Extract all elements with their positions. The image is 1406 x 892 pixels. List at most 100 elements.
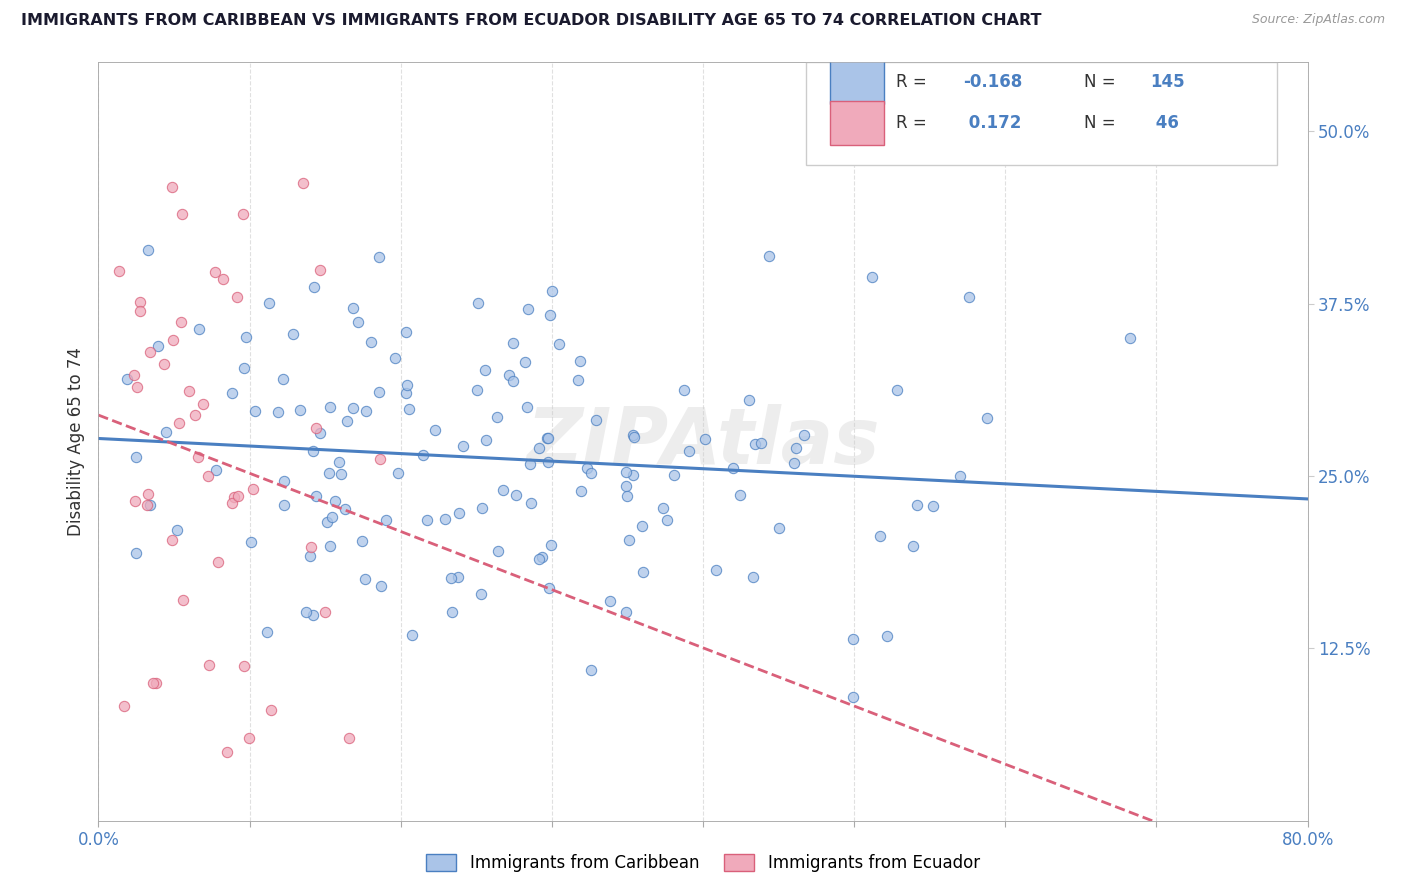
Point <box>447 570 470 584</box>
Point <box>259 703 281 717</box>
Point <box>527 442 550 456</box>
Point <box>395 385 418 400</box>
Point <box>581 663 603 677</box>
Point <box>314 605 336 619</box>
Point <box>742 570 765 584</box>
Point <box>905 498 928 512</box>
FancyBboxPatch shape <box>806 62 1278 165</box>
Point <box>299 549 322 564</box>
Point <box>793 428 815 442</box>
Point <box>271 372 294 386</box>
Point <box>302 280 325 294</box>
Point <box>212 271 235 285</box>
Text: R =: R = <box>897 114 932 132</box>
Point <box>136 487 159 501</box>
Point <box>384 351 406 366</box>
Point <box>540 538 562 552</box>
Point <box>440 605 463 619</box>
Point <box>267 405 290 419</box>
Point <box>633 565 655 579</box>
Point <box>614 479 637 493</box>
Point <box>599 594 621 608</box>
Point <box>738 393 761 408</box>
Point <box>412 448 434 462</box>
Point <box>233 659 256 673</box>
Point <box>519 457 541 471</box>
Point <box>301 443 323 458</box>
Point <box>375 513 398 527</box>
Point <box>395 325 418 339</box>
Point <box>387 467 409 481</box>
Point <box>529 551 551 566</box>
Point <box>498 368 520 382</box>
Point <box>232 207 254 221</box>
Point <box>517 302 540 317</box>
Point <box>467 295 489 310</box>
Point <box>197 468 219 483</box>
Point <box>145 675 167 690</box>
Point <box>124 494 146 508</box>
Point <box>354 572 377 586</box>
Point <box>579 467 602 481</box>
Point <box>398 401 420 416</box>
Text: R =: R = <box>897 73 932 91</box>
Point <box>869 529 891 543</box>
Point <box>184 409 207 423</box>
Point <box>434 512 457 526</box>
Point <box>842 632 865 646</box>
Point <box>328 455 350 469</box>
Point <box>352 534 374 549</box>
Point <box>291 177 314 191</box>
Point <box>256 624 278 639</box>
Point <box>768 521 790 535</box>
Point <box>536 431 558 445</box>
Point <box>187 450 209 465</box>
Point <box>232 361 254 376</box>
Point <box>112 698 135 713</box>
Point <box>721 461 744 475</box>
Point <box>299 541 322 555</box>
Point <box>221 385 243 400</box>
Point <box>368 385 391 400</box>
Point <box>319 539 342 553</box>
Point <box>162 333 184 347</box>
Point <box>876 629 898 643</box>
Point <box>672 383 695 397</box>
Point <box>294 605 316 619</box>
Point <box>204 264 226 278</box>
Y-axis label: Disability Age 65 to 74: Disability Age 65 to 74 <box>66 347 84 536</box>
Point <box>129 303 152 318</box>
Point <box>207 555 229 569</box>
Point <box>401 628 423 642</box>
Point <box>170 315 193 329</box>
Point <box>901 539 924 553</box>
Point <box>242 482 264 496</box>
Point <box>492 483 515 498</box>
Point <box>655 513 678 527</box>
Point <box>693 433 716 447</box>
Point <box>301 608 323 623</box>
Point <box>744 437 766 451</box>
Point <box>471 501 494 516</box>
Point <box>957 290 980 304</box>
Point <box>224 490 246 504</box>
Point <box>614 606 637 620</box>
Point <box>785 441 807 455</box>
Point <box>319 400 342 414</box>
Point <box>243 403 266 417</box>
Point <box>226 290 249 304</box>
Point <box>139 345 162 359</box>
Point <box>235 330 257 344</box>
Point <box>177 384 200 398</box>
Point <box>616 489 638 503</box>
Point <box>146 339 169 353</box>
Point <box>155 425 177 439</box>
Point <box>215 745 238 759</box>
Point <box>108 263 131 277</box>
Point <box>122 368 145 382</box>
Text: Source: ZipAtlas.com: Source: ZipAtlas.com <box>1251 13 1385 27</box>
Point <box>505 488 527 502</box>
Point <box>678 443 700 458</box>
Point <box>370 579 392 593</box>
Point <box>652 501 675 516</box>
